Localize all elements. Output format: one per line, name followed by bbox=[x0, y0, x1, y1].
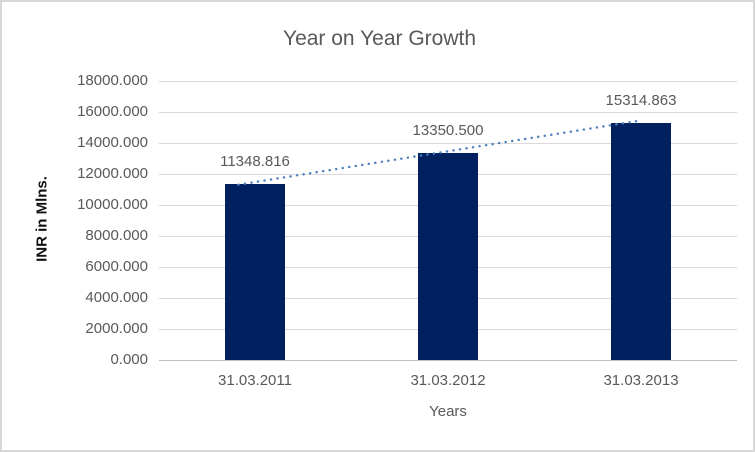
y-tick-label: 18000.000 bbox=[77, 72, 148, 89]
y-tick-label: 16000.000 bbox=[77, 103, 148, 120]
y-tick-label: 4000.000 bbox=[85, 289, 148, 306]
bar-31.03.2011 bbox=[225, 184, 285, 360]
y-tick-label: 0.000 bbox=[110, 351, 148, 368]
bar-31.03.2013 bbox=[611, 123, 671, 360]
y-tick-label: 10000.000 bbox=[77, 196, 148, 213]
x-tick-label: 31.03.2011 bbox=[218, 372, 292, 389]
x-axis-title: Years bbox=[429, 403, 467, 420]
y-tick-label: 8000.000 bbox=[85, 227, 148, 244]
y-tick-label: 14000.000 bbox=[77, 134, 148, 151]
plot-area: 11348.816 13350.500 15314.863 bbox=[159, 81, 737, 361]
gridline bbox=[159, 81, 737, 82]
data-label: 13350.500 bbox=[412, 122, 484, 139]
gridline bbox=[159, 112, 737, 113]
bar-31.03.2012 bbox=[418, 153, 478, 360]
trendline bbox=[237, 119, 640, 186]
y-tick-label: 2000.000 bbox=[85, 320, 148, 337]
gridline bbox=[159, 143, 737, 144]
chart-title: Year on Year Growth bbox=[282, 27, 477, 50]
x-tick-label: 31.03.2012 bbox=[410, 372, 486, 389]
y-axis-tick-labels: 18000.000 16000.000 14000.000 12000.000 1000… bbox=[2, 72, 152, 368]
y-tick-label: 12000.000 bbox=[77, 165, 148, 182]
x-tick-label: 31.03.2013 bbox=[603, 372, 679, 389]
y-tick-label: 6000.000 bbox=[85, 258, 148, 275]
data-label: 11348.816 bbox=[220, 153, 290, 170]
data-label: 15314.863 bbox=[605, 92, 677, 109]
x-axis-tick-labels: 31.03.2011 31.03.2012 31.03.2013 bbox=[159, 360, 737, 390]
